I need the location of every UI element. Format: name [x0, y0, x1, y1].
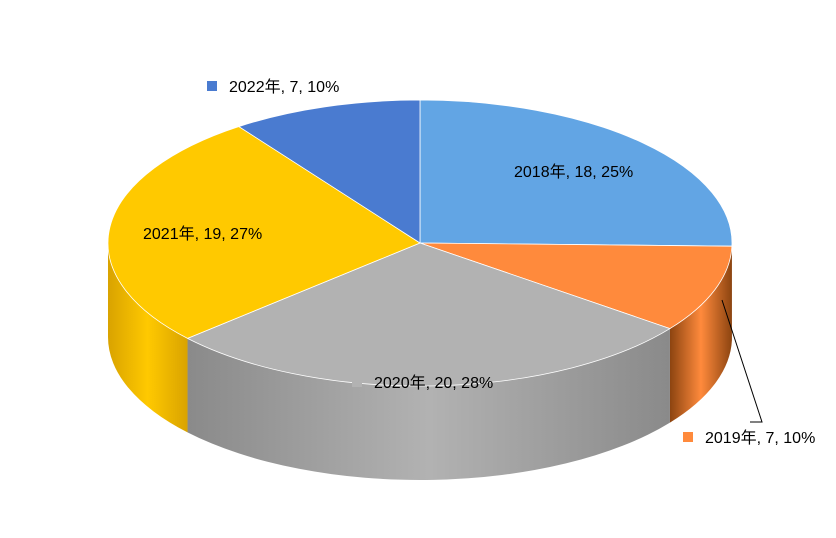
slice-1-data-label: 2018年, 18, 25%: [514, 163, 633, 181]
leader-lines: [721, 299, 763, 423]
slice-1-top: [419, 99, 733, 247]
slice-4-label-marker: [121, 228, 131, 238]
slice-4-side: [108, 243, 188, 433]
slice-5-top: [238, 99, 421, 244]
slice-2-top: [419, 242, 733, 329]
slice-2-side: [669, 246, 732, 423]
slice-5-data-label: 2022年, 7, 10%: [229, 78, 339, 96]
data-labels: 2018年, 18, 25% 2019年, 7, 10% 2020年, 20, 28…: [121, 78, 815, 447]
pie-slices: [107, 99, 733, 387]
slice-2-data-label: 2019年, 7, 10%: [705, 429, 815, 447]
slice-5-label-marker: [207, 81, 217, 91]
slice-4-top: [107, 126, 421, 339]
slice-3-data-label: 2020年, 20, 28%: [374, 374, 493, 392]
slice-3-label-marker: [352, 377, 362, 387]
slice-3-side: [187, 328, 670, 480]
slice-2-leader-line: [721, 299, 763, 423]
slice-2-label-marker: [683, 432, 693, 442]
slice-1-label-marker: [492, 166, 502, 176]
pie-sides: [108, 243, 732, 480]
slice-4-data-label: 2021年, 19, 27%: [143, 225, 262, 243]
slice-3-top: [187, 242, 671, 387]
